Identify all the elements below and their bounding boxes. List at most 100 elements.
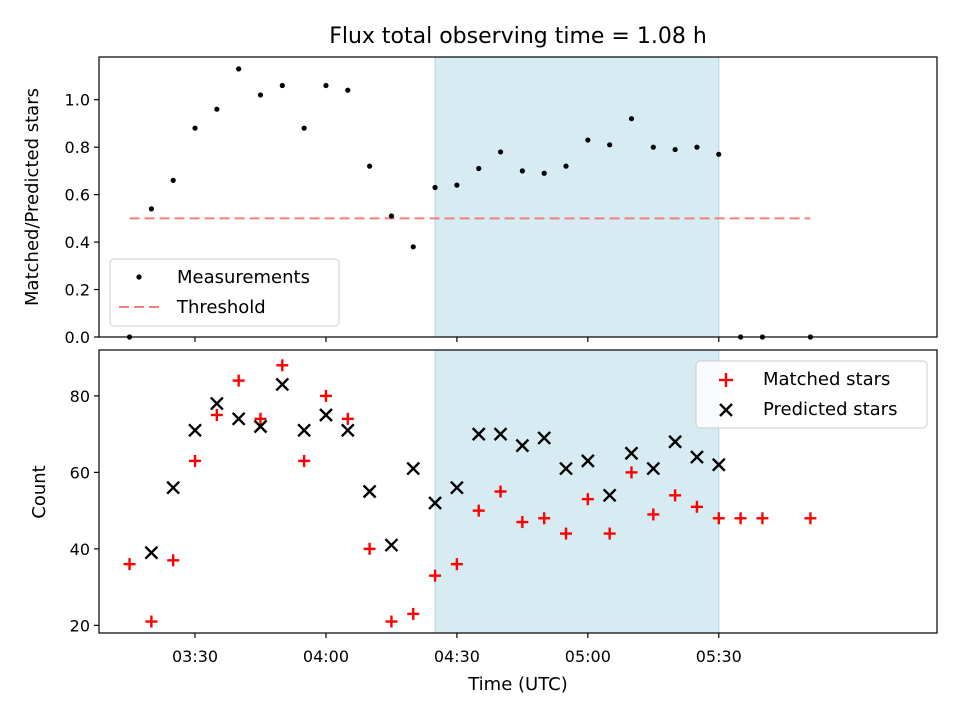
- measurement-point: [694, 144, 700, 150]
- measurement-point: [650, 144, 656, 150]
- matched-star-point: [516, 516, 529, 529]
- predicted-star-point: [231, 411, 246, 426]
- top-legend: Measurements Threshold: [109, 258, 340, 327]
- measurement-point: [236, 66, 242, 72]
- legend-matched-label: Matched stars: [763, 369, 890, 390]
- predicted-star-point: [559, 461, 573, 476]
- matched-star-point: [123, 558, 136, 571]
- bottom-y-axis-label: Count: [29, 465, 50, 518]
- top-axes-frame: [98, 56, 938, 338]
- matched-star-point: [603, 527, 616, 540]
- predicted-star-point: [646, 461, 661, 476]
- predicted-star-point: [319, 408, 333, 422]
- matched-star-point: [232, 374, 245, 387]
- top-y-tick-label: 0.8: [65, 138, 90, 157]
- measurement-point: [541, 170, 547, 176]
- bottom-legend-box: [695, 360, 928, 429]
- predicted-star-point: [493, 427, 508, 441]
- matched-star-point: [538, 512, 551, 525]
- predicted-star-point: [384, 538, 399, 552]
- matched-star-point: [690, 500, 703, 513]
- top-panel: 0.0 0.2 0.4 0.6 0.8 1.0 Matched/Predicted sta…: [22, 56, 938, 347]
- legend-measurements-label: Measurements: [177, 267, 310, 288]
- matched-star-point: [385, 615, 398, 628]
- predicted-star-point: [668, 434, 682, 449]
- matched-star-point: [581, 493, 594, 506]
- matched-star-point: [167, 554, 180, 567]
- predicted-star-point: [406, 461, 421, 476]
- measurement-point: [628, 116, 635, 122]
- matched-star-point: [298, 454, 311, 467]
- measurement-point: [192, 125, 198, 131]
- matched-star-point: [712, 512, 725, 525]
- predicted-star-point: [515, 438, 530, 453]
- top-y-tick-label: 1.0: [65, 91, 90, 110]
- matched-star-point: [341, 412, 354, 425]
- predicted-star-point: [690, 450, 704, 464]
- measurement-point: [214, 106, 220, 112]
- bottom-y-ticks: 20 40 60 80: [70, 387, 99, 635]
- measurement-point: [345, 87, 351, 93]
- predicted-star-point: [624, 446, 639, 461]
- matched-star-point: [276, 359, 289, 372]
- matched-star-point: [429, 569, 442, 582]
- top-y-tick-label: 0.6: [65, 186, 90, 205]
- measurement-point: [301, 125, 307, 131]
- predicted-star-point: [711, 457, 726, 472]
- measurement-point: [563, 163, 569, 169]
- matched-star-point: [407, 607, 420, 620]
- top-y-axis-label: Matched/Predicted stars: [22, 88, 43, 306]
- measurement-point: [388, 213, 395, 219]
- measurement-point: [279, 82, 285, 89]
- bottom-y-tick-label: 20: [70, 616, 90, 635]
- bottom-y-tick-label: 60: [70, 463, 90, 482]
- measurement-point: [716, 151, 722, 157]
- matched-star-point: [450, 558, 463, 571]
- top-y-tick-label: 0.2: [65, 281, 90, 300]
- matched-star-point: [669, 489, 682, 502]
- top-legend-box: [109, 258, 340, 327]
- predicted-star-point: [188, 423, 202, 438]
- legend-threshold-label: Threshold: [176, 297, 266, 318]
- matched-star-point: [734, 512, 747, 525]
- matched-star-point: [756, 512, 769, 525]
- measurement-point: [454, 182, 460, 188]
- top-x-tick-marks: [194, 337, 720, 342]
- x-tick-label: 05:30: [696, 647, 742, 666]
- predicted-star-point: [450, 480, 464, 495]
- measurement-point: [432, 184, 438, 191]
- x-tick-label: 04:00: [303, 647, 349, 666]
- x-tick-label: 03:30: [172, 647, 218, 666]
- predicted-star-point: [166, 480, 181, 495]
- bottom-x-ticks: 03:30 04:00 04:30 05:00 05:30: [172, 633, 742, 666]
- predicted-star-point: [580, 454, 595, 468]
- matched-star-point: [254, 412, 267, 425]
- predicted-star-point: [209, 396, 224, 411]
- measurement-point: [497, 149, 504, 155]
- chart-title: Flux total observing time = 1.08 h: [329, 24, 707, 49]
- legend-matched-marker: [719, 373, 733, 387]
- predicted-star-point: [253, 419, 268, 434]
- predicted-star-point: [428, 496, 442, 510]
- predicted-star-point: [471, 427, 486, 441]
- bottom-axes-frame: [98, 349, 938, 634]
- predicted-star-point: [297, 423, 311, 438]
- measurement-point: [672, 146, 678, 153]
- count-points: [123, 359, 817, 628]
- x-tick-label: 04:30: [434, 647, 480, 666]
- matched-star-point: [145, 615, 158, 628]
- legend-measurements-marker: [136, 274, 142, 280]
- measurement-point: [323, 82, 329, 89]
- predicted-star-point: [144, 545, 159, 560]
- predicted-star-point: [275, 377, 290, 392]
- matched-star-point: [189, 454, 202, 467]
- legend-predicted-label: Predicted stars: [763, 399, 897, 420]
- predicted-star-point: [537, 431, 552, 445]
- bottom-y-tick-label: 40: [70, 540, 90, 559]
- bottom-legend: Matched stars Predicted stars: [695, 360, 928, 429]
- measurement-point: [585, 137, 591, 143]
- x-axis-label: Time (UTC): [467, 674, 568, 695]
- legend-predicted-marker: [719, 403, 733, 417]
- matched-star-point: [363, 542, 376, 555]
